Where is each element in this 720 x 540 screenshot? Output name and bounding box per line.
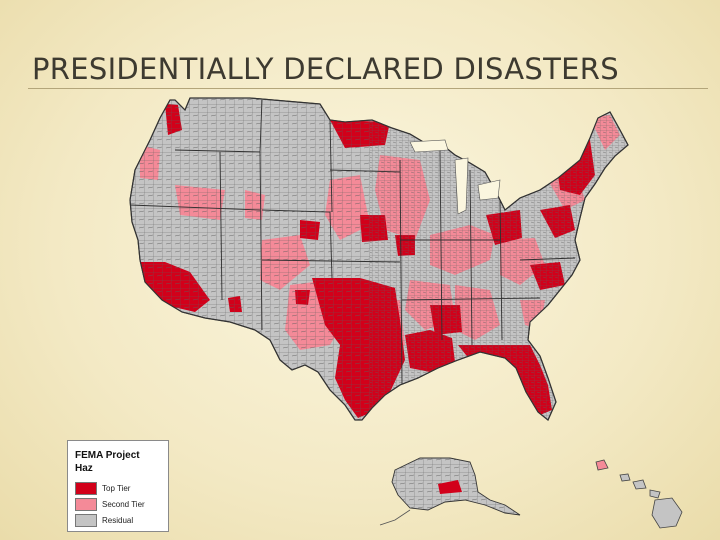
legend-label-residual: Residual [102,515,134,525]
legend-item-second-tier: Second Tier [75,497,145,511]
legend-label-second-tier: Second Tier [102,499,145,509]
conus-map [129,97,629,421]
slide-title: PRESIDENTIALLY DECLARED DISASTERS [32,52,619,86]
legend-subtitle: Haz [75,463,93,474]
legend-title: FEMA Project [75,450,140,461]
great-lakes [409,139,501,215]
hawaii-map [595,459,683,529]
legend-swatch-residual [75,513,97,527]
alaska-map [379,457,521,526]
legend-item-residual: Residual [75,513,134,527]
legend-swatch-second-tier [75,497,97,511]
legend-swatch-top-tier [75,481,97,495]
legend-item-top-tier: Top Tier [75,481,131,495]
legend-label-top-tier: Top Tier [102,483,131,493]
map-legend: FEMA Project Haz Top Tier Second Tier Re… [67,440,169,532]
title-underline [28,88,708,89]
